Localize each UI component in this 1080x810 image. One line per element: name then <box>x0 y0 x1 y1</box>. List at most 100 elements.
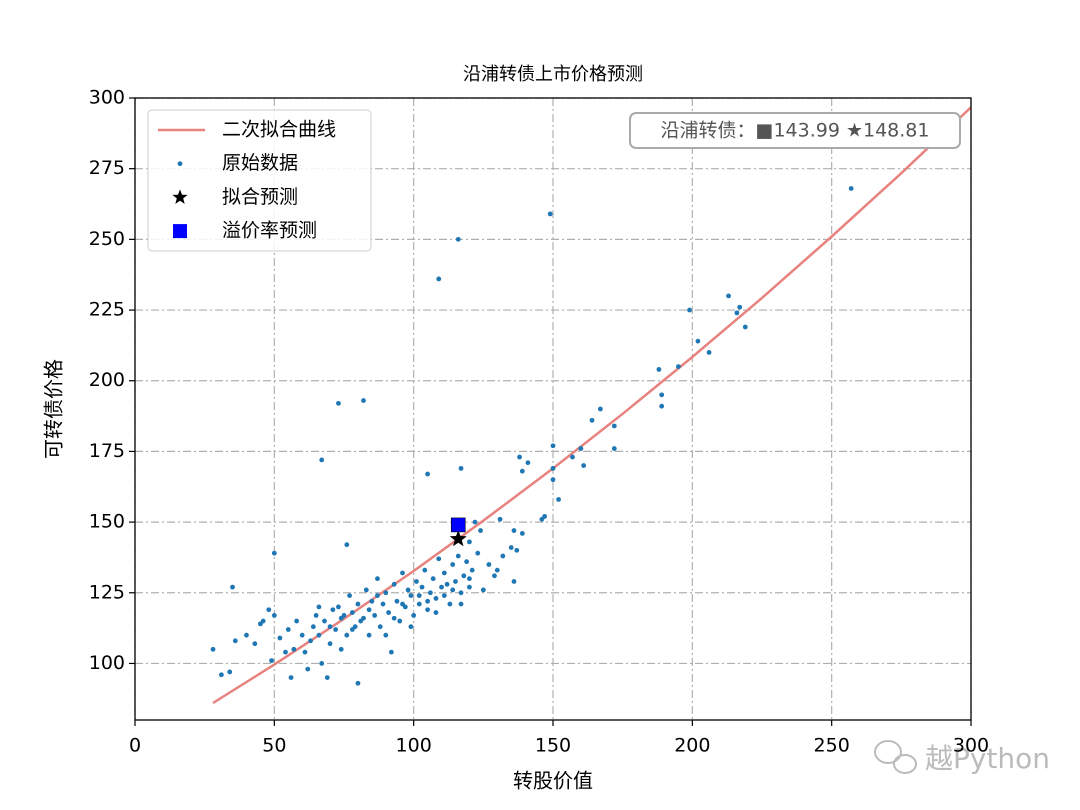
data-point <box>291 646 297 652</box>
data-point <box>375 593 380 598</box>
data-point <box>508 545 514 550</box>
data-point <box>611 446 617 451</box>
data-point <box>659 392 665 398</box>
data-point <box>244 632 249 638</box>
data-point <box>458 590 464 596</box>
data-point <box>597 406 603 412</box>
watermark-icon <box>874 740 917 774</box>
data-point <box>319 457 325 463</box>
data-point <box>400 570 405 576</box>
y-tick-label: 125 <box>89 581 125 603</box>
data-point <box>581 463 587 468</box>
data-point <box>455 236 461 242</box>
data-point <box>366 632 372 638</box>
y-tick-label: 300 <box>89 87 125 109</box>
data-point <box>416 601 422 607</box>
data-point <box>363 587 369 593</box>
data-point <box>294 618 300 624</box>
data-point <box>469 567 475 573</box>
y-tick-label: 200 <box>89 369 125 391</box>
data-point <box>550 443 556 449</box>
legend-box <box>147 109 372 252</box>
data-point <box>252 641 258 647</box>
data-point <box>232 638 238 644</box>
prediction-point <box>450 517 466 533</box>
data-point <box>676 364 681 369</box>
data-point <box>288 675 294 680</box>
data-point <box>436 556 442 562</box>
data-point <box>322 618 327 624</box>
data-point <box>430 576 436 582</box>
data-point <box>848 186 854 191</box>
data-point <box>299 632 305 638</box>
y-tick-label: 175 <box>89 440 125 462</box>
prediction-point <box>449 530 467 547</box>
plot-frame <box>134 97 972 721</box>
data-point <box>386 610 391 615</box>
x-axis-label: 转股价值 <box>513 769 593 793</box>
data-point <box>285 627 291 632</box>
data-point <box>450 587 456 593</box>
data-point <box>656 367 662 372</box>
data-point <box>427 590 433 596</box>
data-point <box>336 604 341 610</box>
data-point <box>397 618 403 624</box>
data-point <box>425 598 430 604</box>
legend-label: 二次拟合曲线 <box>222 119 336 141</box>
data-point <box>478 528 483 533</box>
data-point <box>271 550 277 556</box>
x-tick-label: 50 <box>262 735 286 757</box>
data-point <box>408 624 414 630</box>
data-point <box>425 607 430 613</box>
data-point <box>444 581 450 587</box>
data-point <box>497 516 503 522</box>
data-point <box>305 666 311 672</box>
data-point <box>316 604 322 610</box>
data-point <box>659 403 665 409</box>
annotation-box <box>629 112 961 149</box>
data-point <box>338 615 344 621</box>
data-point <box>467 576 472 582</box>
data-point <box>324 675 330 680</box>
data-point <box>436 276 442 282</box>
data-point <box>458 465 464 471</box>
data-point <box>210 646 216 652</box>
data-point <box>391 615 397 621</box>
data-point <box>227 669 233 675</box>
data-point <box>439 584 444 590</box>
data-point <box>570 454 575 460</box>
data-point <box>349 610 355 615</box>
data-point <box>230 584 235 590</box>
data-point <box>408 593 414 598</box>
data-point <box>338 646 344 652</box>
data-point <box>380 601 386 607</box>
data-point <box>511 579 517 584</box>
data-point <box>519 531 525 536</box>
data-point <box>539 516 545 522</box>
data-point <box>394 598 400 604</box>
data-point <box>578 446 584 451</box>
data-point <box>441 593 447 598</box>
data-point <box>425 471 430 477</box>
annotation: 沿浦转债：■143.99 ★148.81 <box>661 120 930 142</box>
data-point <box>313 612 319 618</box>
data-point <box>319 661 325 666</box>
data-point <box>372 612 378 618</box>
data-point <box>391 581 397 587</box>
data-point <box>737 304 743 310</box>
data-point <box>302 649 308 655</box>
data-point <box>556 497 561 502</box>
data-point <box>344 542 350 548</box>
data-point <box>369 598 375 604</box>
data-point <box>327 641 333 647</box>
data-point <box>517 454 522 460</box>
legend-swatch <box>173 224 187 239</box>
data-point <box>422 567 428 573</box>
data-point <box>550 477 556 483</box>
data-point <box>441 570 447 576</box>
data-point <box>742 324 748 330</box>
data-point <box>486 562 492 567</box>
data-point <box>453 579 458 584</box>
